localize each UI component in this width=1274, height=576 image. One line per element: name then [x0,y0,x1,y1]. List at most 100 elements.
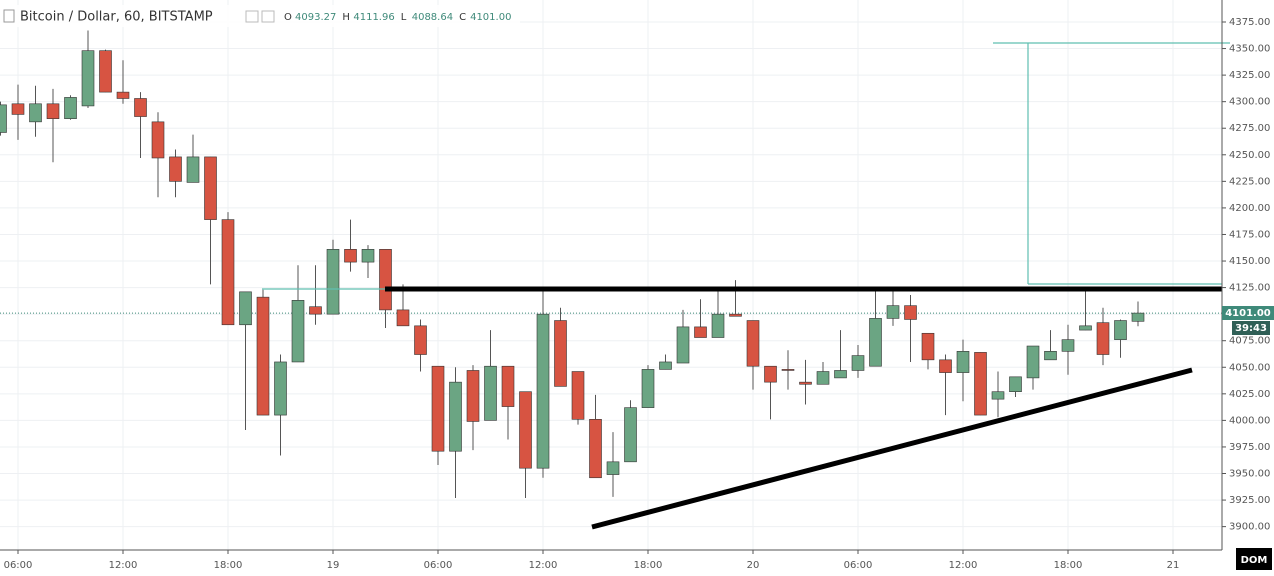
y-tick-label: 4125.00 [1229,283,1270,294]
y-tick-label: 4050.00 [1229,362,1270,373]
icon [3,9,15,23]
candle-body [221,219,235,326]
header-bg [0,5,520,27]
y-tick-label: 4175.00 [1229,229,1270,240]
candle-body [869,318,882,367]
candle-body [0,104,7,133]
candle-body [729,313,742,317]
candle-body [29,103,42,123]
candle-body [379,249,392,311]
candle-body [11,103,25,115]
candle-body [834,370,847,379]
candle-body [81,50,95,107]
y-tick-label: 3925.00 [1229,495,1270,506]
symbol-title: Bitcoin / Dollar, 60, BITSTAMP [20,10,213,25]
candle-body [1026,345,1040,379]
candle-body [361,249,375,263]
candle-body [501,365,515,407]
candle-body [239,291,252,326]
candle-body [554,320,567,387]
candle-body [764,365,777,383]
candle-body [851,355,865,371]
candle-body [991,391,1005,400]
ohlc-key: H [342,12,350,23]
candle-body [1131,312,1145,322]
candle-body [449,381,462,452]
candle-body [414,325,427,355]
candle-body [256,296,270,416]
y-tick-label: 4375.00 [1229,17,1270,28]
candle-body [746,320,760,367]
countdown: 39:43 [1235,323,1267,334]
countdown-badge [1232,321,1270,335]
candle-body [169,156,182,182]
y-tick-label: 4025.00 [1229,389,1270,400]
candle-body [1044,351,1057,361]
candle-body [1061,339,1075,352]
dom-button[interactable] [1236,548,1272,570]
candle-body [694,326,707,338]
candle-body [536,313,550,469]
candle-body [204,156,217,220]
plot [0,30,1222,498]
y-tick-label: 4075.00 [1229,336,1270,347]
candle-body [344,249,357,263]
y-tick-label: 3900.00 [1229,522,1270,533]
candle-body [606,461,620,475]
candle-body [659,361,672,370]
candle-body [99,50,112,93]
candle-body [309,306,322,315]
ohlc-value: 4088.64 [412,12,453,23]
x-tick-label: 18:00 [634,560,663,571]
trend-line [591,367,1193,530]
candle-body [116,91,130,99]
y-tick-label: 3975.00 [1229,442,1270,453]
x-tick-label: 06:00 [424,560,453,571]
candle-body [519,391,532,469]
candle-body [274,361,287,416]
candle-body [326,249,340,315]
candle-body [781,369,795,371]
candle-body [974,352,987,416]
candle-body [641,369,655,408]
y-tick-label: 4300.00 [1229,97,1270,108]
x-tick-label: 12:00 [109,560,138,571]
candle-body [589,419,602,479]
ohlc-header: O 4093.27 H 4111.96 L 4088.64 C 4101.00 [284,12,511,23]
y-tick-label: 4250.00 [1229,150,1270,161]
x-tick-label: 18:00 [1054,560,1083,571]
x-tick-label: 21 [1167,560,1180,571]
icon[interactable] [261,10,275,23]
candle-body [396,309,410,327]
price-badge [1222,306,1274,320]
candle-body [484,365,497,421]
x-tick-label: 20 [747,560,760,571]
icon[interactable] [245,10,259,23]
y-tick-label: 3950.00 [1229,469,1270,480]
candle-body [186,156,200,183]
candle-body [291,300,305,363]
y-tick-label: 4225.00 [1229,176,1270,187]
candle-body [1114,320,1127,340]
price-label: 4101.00 [1225,308,1271,319]
candle-body [799,381,812,385]
ohlc-value: 4111.96 [353,12,394,23]
candle-body [886,305,900,319]
y-tick-label: 4325.00 [1229,70,1270,81]
y-tick-label: 4350.00 [1229,44,1270,55]
ohlc-value: 4093.27 [295,12,336,23]
candle-body [431,365,445,452]
ohlc-value: 4101.00 [470,12,511,23]
x-tick-label: 12:00 [949,560,978,571]
ohlc-key: O [284,12,292,23]
ohlc-key: L [401,12,407,23]
candle-body [711,313,725,338]
candle-body [939,359,952,373]
dom-label[interactable]: DOM [1241,555,1268,566]
y-tick-label: 4275.00 [1229,123,1270,134]
ohlc-key: C [459,12,466,23]
candle-body [904,305,917,320]
x-tick-label: 18:00 [214,560,243,571]
candle-body [46,103,60,119]
